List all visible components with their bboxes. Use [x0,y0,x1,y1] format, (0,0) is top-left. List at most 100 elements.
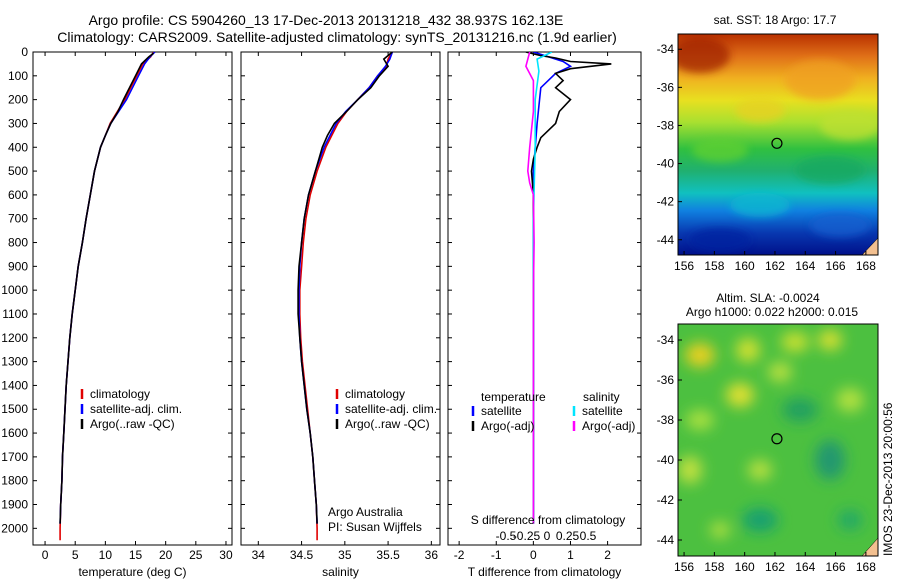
x-tick-label: 36 [425,548,439,562]
y-tick-label: 700 [8,212,28,226]
x-axis-label: temperature (deg C) [78,565,186,579]
salinity-annotation: Argo Australia [328,505,403,519]
secondary-tick-label: -0.25 [513,529,541,543]
map-x-tick-label: 168 [856,259,876,273]
header-line-2: Climatology: CARS2009. Satellite-adjuste… [57,29,617,45]
map-x-tick-label: 160 [735,259,755,273]
legend-label: climatology [90,387,150,401]
legend-label: satellite-adj. clim. [90,402,182,416]
sst-map-panel: sat. SST: 18 Argo: 17.7 156 158 160 162 16 [657,13,879,273]
y-tick-label: 1800 [1,474,28,488]
plot-frame [32,51,233,546]
x-tick-label: 35.5 [376,548,400,562]
imos-timestamp: IMOS 23-Dec-2013 20:00:56 [874,330,898,560]
y-tick-label: 1500 [1,402,28,416]
x-tick-label: 1 [567,548,574,562]
x-tick-label: 2 [604,548,611,562]
map-x-tick-label: 162 [765,560,785,574]
x-tick-label: 0 [42,548,49,562]
difference-profile-panel: -2 -1 0 1 2 T difference from climatology temp… [447,51,642,579]
y-tick-label: 1400 [1,378,28,392]
map-x-tick-label: 166 [826,259,846,273]
map-y-tick-label: -38 [657,413,675,427]
secondary-tick-label: -0.5 [496,529,517,543]
legend-label: satellite-adj. clim. [345,402,437,416]
x-tick-label: -2 [454,548,465,562]
legend-label: Argo(-adj) [481,419,534,433]
y-tick-label: 1200 [1,331,28,345]
map-y-tick-label: -36 [657,80,675,94]
map-y-tick-label: -44 [657,533,675,547]
imos-timestamp-text: IMOS 23-Dec-2013 20:00:56 [881,402,895,556]
map-x-tick-label: 164 [795,560,815,574]
x-axis-label: salinity [322,565,359,579]
x-axis-label-top: S difference from climatology [471,513,626,527]
header-line-1: Argo profile: CS 5904260_13 17-Dec-2013 … [89,12,564,28]
legend-title-salinity: salinity [583,390,620,404]
sla-map-title: Altim. SLA: -0.0024 [716,291,820,305]
series-group [59,52,156,541]
y-tick-label: 300 [8,116,28,130]
map-x-tick-label: 158 [704,259,724,273]
y-tick-label: 1000 [1,283,28,297]
y-tick-label: 500 [8,164,28,178]
legend-label: Argo(-adj) [582,419,635,433]
legend-label: Argo(..raw -QC) [345,417,430,431]
x-tick-label: 0 [530,548,537,562]
y-tick-label: 2000 [1,521,28,535]
secondary-tick-label: 0 [544,529,551,543]
map-x-tick-label: 162 [765,259,785,273]
argo-position-marker [771,433,783,445]
map-y-tick-label: -34 [657,42,675,56]
y-tick-label: 1300 [1,355,28,369]
map-y-tick-label: -42 [657,493,675,507]
map-y-tick-label: -44 [657,233,675,247]
secondary-tick-label: 0.25 [556,529,580,543]
y-tick-label: 600 [8,188,28,202]
argo-position-marker [771,137,783,149]
salinity-annotation: PI: Susan Wijffels [328,520,422,534]
legend-label: climatology [345,387,405,401]
y-tick-label: 1600 [1,426,28,440]
sla-map-subtitle: Argo h1000: 0.022 h2000: 0.015 [686,305,858,319]
y-tick-label: 1900 [1,498,28,512]
x-tick-label: 20 [159,548,173,562]
series-line-argo-raw-qc- [297,52,393,524]
y-tick-label: 1700 [1,450,28,464]
y-tick-label: 400 [8,140,28,154]
x-tick-label: -1 [491,548,502,562]
map-x-tick-label: 156 [674,259,694,273]
x-tick-label: 35 [338,548,352,562]
map-x-tick-label: 156 [674,560,694,574]
salinity-profile-panel: 34 34.5 35 35.5 36 salinity climatologysatelli… [240,51,441,579]
x-tick-label: 34.5 [290,548,314,562]
series-group [525,52,612,524]
y-tick-label: 200 [8,93,28,107]
sla-field [678,324,878,556]
sst-map-title: sat. SST: 18 Argo: 17.7 [714,13,837,27]
map-x-tick-label: 164 [795,259,815,273]
map-y-tick-label: -40 [657,453,675,467]
temperature-profile-panel: 0 5 10 15 20 25 30 temperature (deg C) 0 100 200 30… [1,45,233,579]
y-tick-label: 0 [21,45,28,59]
plot-frame [447,51,642,546]
x-tick-label: 34 [252,548,266,562]
legend-label: Argo(..raw -QC) [90,417,175,431]
map-y-tick-label: -36 [657,373,675,387]
legend-label: satellite [582,404,623,418]
series-group [297,52,394,541]
y-tick-label: 900 [8,259,28,273]
x-tick-label: 30 [219,548,233,562]
map-x-tick-label: 168 [856,560,876,574]
plot-frame [240,51,441,546]
map-y-tick-label: -40 [657,157,675,171]
x-axis-label: T difference from climatology [468,565,622,579]
map-y-tick-label: -38 [657,118,675,132]
map-x-tick-label: 166 [826,560,846,574]
map-y-tick-label: -42 [657,195,675,209]
map-y-tick-label: -34 [657,333,675,347]
map-x-tick-label: 158 [704,560,724,574]
x-tick-label: 25 [189,548,203,562]
y-tick-label: 800 [8,236,28,250]
